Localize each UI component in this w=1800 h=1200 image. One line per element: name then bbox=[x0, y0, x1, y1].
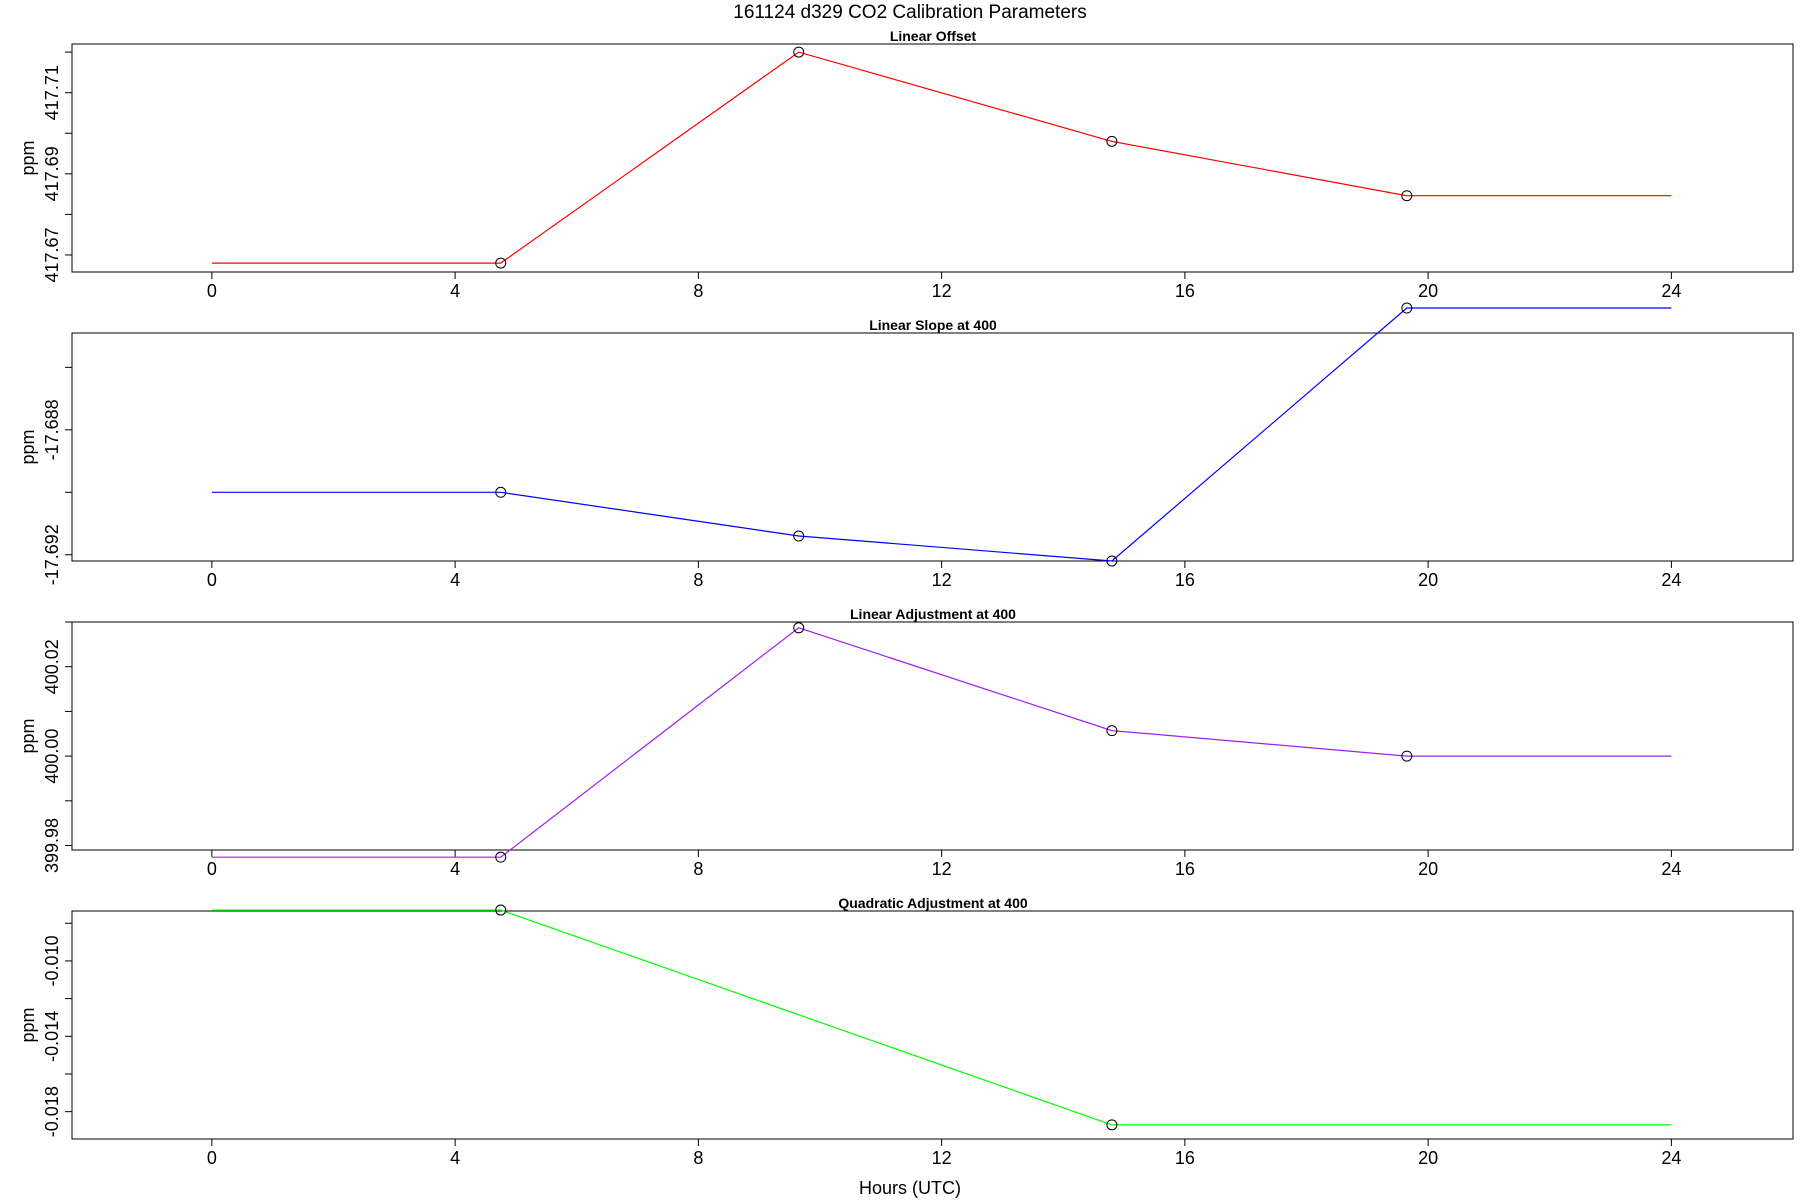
figure-title: 161124 d329 CO2 Calibration Parameters bbox=[733, 2, 1086, 23]
data-point bbox=[495, 486, 507, 498]
x-tick-label: 0 bbox=[207, 570, 217, 590]
plot-frame bbox=[71, 910, 1794, 1140]
data-point bbox=[1106, 555, 1118, 567]
panel-4: Quadratic Adjustment at 400 0 4 8 12 16 20 24 -0… bbox=[18, 895, 1794, 1168]
panel-2: Linear Slope at 400 0 4 8 12 16 20 24 -17.692 -17… bbox=[18, 302, 1794, 590]
panel-title: Linear Slope at 400 bbox=[869, 317, 997, 333]
plot-frame bbox=[71, 43, 1794, 273]
x-tick-label: 16 bbox=[1175, 281, 1195, 301]
y-tick-label: 417.69 bbox=[42, 146, 62, 201]
y-axis-label: ppm bbox=[18, 1007, 38, 1042]
y-tick-label: -17.688 bbox=[42, 399, 62, 460]
plot-frame bbox=[71, 621, 1794, 851]
data-point bbox=[1401, 750, 1413, 762]
x-tick-label: 16 bbox=[1175, 1148, 1195, 1168]
plot-frame bbox=[71, 332, 1794, 562]
data-point bbox=[1401, 190, 1413, 202]
x-tick-label: 24 bbox=[1661, 570, 1681, 590]
x-tick-label: 4 bbox=[450, 1148, 460, 1168]
x-tick-label: 20 bbox=[1418, 1148, 1438, 1168]
panel-title: Linear Adjustment at 400 bbox=[850, 606, 1016, 622]
panels: Linear Offset 0 4 8 12 16 20 24 417.67 417.69 417.… bbox=[18, 28, 1794, 1168]
y-tick-label: -0.010 bbox=[42, 935, 62, 986]
y-tick-label: 417.67 bbox=[42, 227, 62, 282]
y-tick-label: -17.692 bbox=[42, 524, 62, 585]
y-tick-label: -0.014 bbox=[42, 1011, 62, 1062]
data-point bbox=[793, 530, 805, 542]
x-tick-label: 12 bbox=[932, 281, 952, 301]
data-point bbox=[793, 46, 805, 58]
panel-title: Quadratic Adjustment at 400 bbox=[838, 895, 1028, 911]
data-point bbox=[495, 257, 507, 269]
data-point bbox=[793, 622, 805, 634]
x-tick-label: 20 bbox=[1418, 859, 1438, 879]
x-tick-label: 20 bbox=[1418, 570, 1438, 590]
y-tick-label: 400.02 bbox=[42, 639, 62, 694]
panel-3: Linear Adjustment at 400 0 4 8 12 16 20 24 399.9… bbox=[18, 606, 1794, 879]
data-point bbox=[1106, 725, 1118, 737]
x-tick-label: 8 bbox=[693, 859, 703, 879]
y-axis-label: ppm bbox=[18, 429, 38, 464]
y-axis-label: ppm bbox=[18, 718, 38, 753]
x-tick-label: 8 bbox=[693, 281, 703, 301]
y-tick-label: 400.00 bbox=[42, 729, 62, 784]
series-line bbox=[211, 627, 1672, 858]
panel-title: Linear Offset bbox=[890, 28, 977, 44]
x-tick-label: 16 bbox=[1175, 859, 1195, 879]
x-tick-label: 4 bbox=[450, 859, 460, 879]
x-tick-label: 20 bbox=[1418, 281, 1438, 301]
x-tick-label: 24 bbox=[1661, 859, 1681, 879]
data-point bbox=[495, 851, 507, 863]
x-tick-label: 24 bbox=[1661, 281, 1681, 301]
x-axis-label: Hours (UTC) bbox=[859, 1178, 961, 1198]
series-line bbox=[211, 51, 1672, 264]
y-tick-label: 399.98 bbox=[42, 818, 62, 873]
data-point bbox=[1401, 302, 1413, 314]
y-tick-label: 417.71 bbox=[42, 65, 62, 120]
x-tick-label: 8 bbox=[693, 1148, 703, 1168]
x-tick-label: 24 bbox=[1661, 1148, 1681, 1168]
y-tick-label: -0.018 bbox=[42, 1086, 62, 1137]
x-tick-label: 16 bbox=[1175, 570, 1195, 590]
x-tick-label: 4 bbox=[450, 570, 460, 590]
series-line bbox=[211, 909, 1672, 1126]
x-tick-label: 8 bbox=[693, 570, 703, 590]
x-tick-label: 12 bbox=[932, 1148, 952, 1168]
data-point bbox=[1106, 1119, 1118, 1131]
data-point bbox=[1106, 135, 1118, 147]
series-line bbox=[211, 307, 1672, 562]
x-tick-label: 0 bbox=[207, 1148, 217, 1168]
x-tick-label: 4 bbox=[450, 281, 460, 301]
x-tick-label: 0 bbox=[207, 859, 217, 879]
panel-1: Linear Offset 0 4 8 12 16 20 24 417.67 417.69 417.… bbox=[18, 28, 1794, 301]
x-tick-label: 0 bbox=[207, 281, 217, 301]
x-tick-label: 12 bbox=[932, 570, 952, 590]
y-axis-label: ppm bbox=[18, 140, 38, 175]
x-tick-label: 12 bbox=[932, 859, 952, 879]
data-point bbox=[495, 904, 507, 916]
